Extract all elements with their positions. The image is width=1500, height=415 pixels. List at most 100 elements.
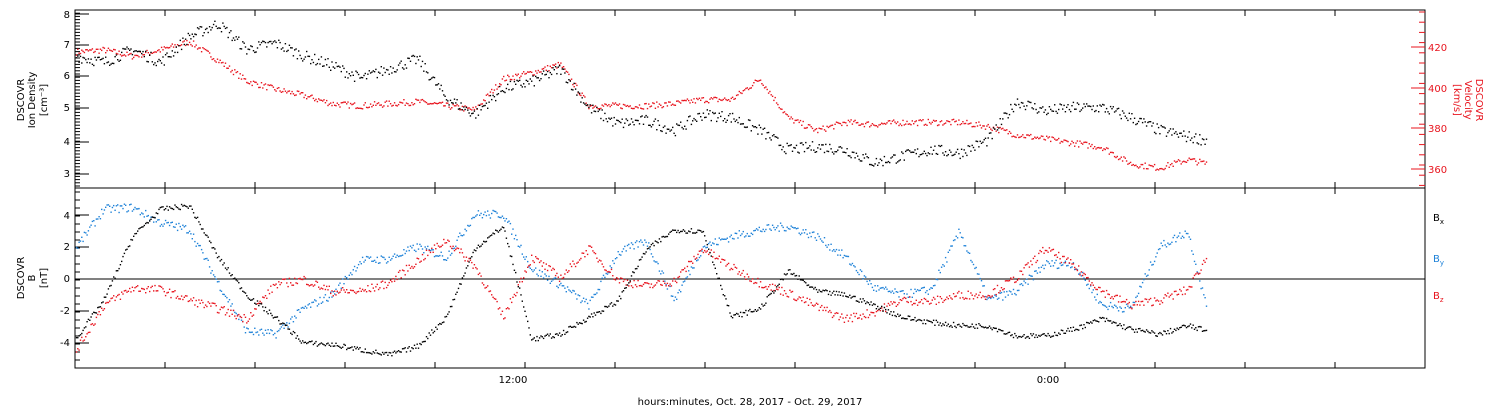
- density-point: [971, 144, 973, 147]
- velocity-point: [109, 49, 111, 51]
- velocity-point: [1172, 165, 1174, 167]
- density-point: [918, 155, 920, 158]
- density-point: [625, 118, 627, 120]
- density-point: [312, 61, 315, 64]
- velocity-point: [372, 104, 374, 106]
- velocity-point: [515, 73, 517, 76]
- density-point: [196, 27, 199, 29]
- bx-point: [485, 240, 488, 243]
- bx-point: [122, 255, 124, 258]
- velocity-point: [1169, 164, 1172, 166]
- velocity-point: [480, 103, 482, 105]
- bz-point: [400, 277, 402, 279]
- by-point: [1172, 236, 1174, 239]
- density-point: [653, 120, 655, 122]
- velocity-point: [557, 61, 559, 64]
- bz-point: [395, 275, 397, 278]
- velocity-point: [1039, 137, 1041, 139]
- velocity-point: [369, 103, 372, 105]
- velocity-point: [199, 47, 201, 49]
- velocity-point: [795, 119, 798, 121]
- velocity-point: [1064, 139, 1067, 142]
- bx-point: [77, 337, 79, 339]
- bx-point: [496, 230, 498, 232]
- density-point: [803, 150, 806, 153]
- bz-point: [926, 300, 928, 302]
- velocity-point: [396, 105, 398, 107]
- density-point: [376, 76, 378, 79]
- density-point: [141, 52, 143, 55]
- bz-point: [427, 254, 429, 257]
- by-point: [664, 280, 666, 282]
- velocity-point: [159, 51, 161, 53]
- bz-point: [468, 257, 470, 260]
- bx-point: [524, 310, 526, 312]
- bx-point: [909, 315, 911, 318]
- density-point: [525, 79, 527, 82]
- density-point: [93, 64, 95, 67]
- bz-point: [286, 282, 288, 284]
- density-point: [1105, 107, 1108, 110]
- velocity-point: [528, 71, 530, 73]
- bx-point: [198, 221, 200, 223]
- by-point: [846, 255, 848, 258]
- bz-point: [1173, 290, 1176, 293]
- density-point: [875, 157, 878, 160]
- bx-point: [979, 324, 981, 326]
- bz-point: [901, 299, 903, 302]
- density-point: [650, 126, 653, 128]
- velocity-point: [1020, 135, 1023, 138]
- by-point: [238, 318, 240, 321]
- bz-point: [657, 280, 659, 282]
- bx-point: [881, 305, 883, 308]
- density-point: [678, 124, 681, 127]
- by-point: [1043, 267, 1045, 270]
- bx-point: [1125, 327, 1128, 329]
- velocity-point: [914, 121, 916, 123]
- velocity-point: [214, 60, 216, 62]
- bx-point: [676, 231, 678, 234]
- velocity-point: [775, 102, 778, 104]
- by-point: [280, 326, 283, 328]
- bz-point: [751, 278, 754, 280]
- bz-point: [166, 292, 168, 294]
- velocity-point: [807, 124, 810, 126]
- velocity-point: [338, 104, 340, 106]
- bz-point: [680, 271, 682, 273]
- density-point: [668, 128, 670, 130]
- velocity-point: [431, 103, 433, 105]
- by-point: [874, 285, 876, 287]
- density-point: [636, 119, 638, 122]
- density-point: [106, 61, 108, 64]
- density-point: [968, 145, 971, 148]
- velocity-point: [1042, 135, 1044, 138]
- density-point: [999, 118, 1001, 120]
- bz-point: [127, 290, 130, 292]
- by-point: [86, 234, 88, 236]
- bz-point: [405, 264, 408, 267]
- bz-point: [272, 283, 275, 286]
- velocity-point: [632, 107, 634, 110]
- bz-point: [443, 238, 445, 241]
- by-point: [942, 264, 944, 266]
- bz-point: [742, 269, 744, 272]
- velocity-point: [412, 104, 414, 106]
- velocity-point: [373, 101, 376, 103]
- by-point: [566, 286, 569, 288]
- bx-point: [777, 284, 779, 287]
- bx-point: [1034, 336, 1036, 339]
- bz-point: [984, 298, 987, 300]
- bz-point: [141, 287, 143, 290]
- bx-point: [357, 348, 360, 350]
- by-point: [204, 258, 207, 260]
- by-point: [186, 232, 188, 234]
- velocity-point: [1008, 130, 1011, 133]
- bx-point: [343, 343, 345, 346]
- by-point: [308, 303, 311, 305]
- bz-point: [359, 287, 361, 290]
- density-point: [1071, 105, 1073, 107]
- velocity-point: [1173, 160, 1176, 162]
- bx-point: [549, 333, 551, 335]
- bz-point: [602, 266, 605, 268]
- bz-point: [230, 309, 232, 311]
